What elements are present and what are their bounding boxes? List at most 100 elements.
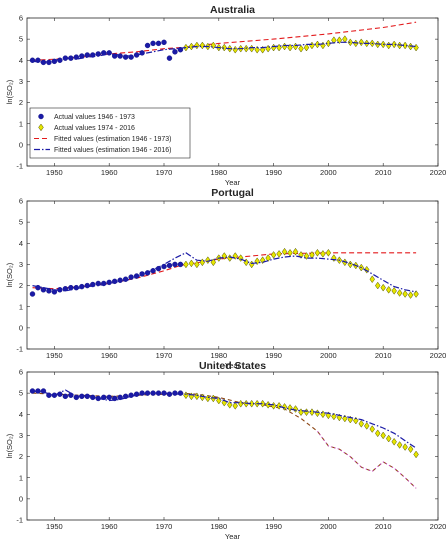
actual-early-point (166, 262, 173, 269)
actual-early-point (46, 392, 52, 398)
actual-late-point (331, 254, 337, 262)
actual-late-point (413, 290, 419, 298)
plot-area (26, 371, 439, 521)
actual-late-point (364, 422, 370, 430)
y-tick-label: 1 (19, 473, 23, 482)
actual-early-point (172, 390, 178, 396)
actual-late-point (375, 281, 381, 290)
actual-late-point (358, 38, 364, 47)
actual-late-point (402, 41, 408, 50)
actual-late-point (385, 434, 392, 443)
actual-late-point (270, 251, 277, 259)
x-tick-label: 1950 (46, 351, 63, 360)
actual-late-point (385, 285, 392, 294)
actual-late-point (276, 401, 282, 410)
y-tick-label: 0 (19, 140, 23, 149)
actual-late-point (210, 41, 217, 50)
x-tick-label: 2000 (320, 351, 337, 360)
actual-late-point (380, 283, 386, 292)
y-tick-label: 3 (19, 431, 23, 440)
actual-late-point (276, 250, 282, 258)
y-tick-label: -1 (16, 162, 23, 171)
actual-early-point (150, 40, 156, 47)
actual-early-point (46, 59, 52, 66)
actual-early-point (106, 279, 112, 286)
actual-late-point (292, 405, 299, 413)
chart-title: Australia (210, 4, 255, 16)
actual-late-point (254, 257, 260, 266)
x-tick-label: 1990 (265, 168, 282, 177)
actual-early-point (62, 393, 69, 400)
y-axis-label: ln(SO₂) (5, 262, 14, 287)
actual-late-point (331, 36, 337, 45)
y-tick-label: 0 (19, 494, 23, 503)
y-axis-label: ln(SO₂) (5, 79, 14, 104)
actual-early-point (106, 394, 112, 401)
actual-late-point (402, 290, 408, 298)
x-axis-label: Year (225, 532, 241, 541)
y-tick-label: 5 (19, 35, 23, 44)
y-tick-label: 4 (19, 56, 23, 65)
x-tick-label: 1950 (46, 522, 63, 531)
actual-early-point (68, 392, 74, 398)
actual-late-point (331, 412, 337, 421)
actual-late-point (188, 259, 195, 268)
actual-late-point (194, 392, 200, 401)
legend-label: Fitted values (estimation 1946 - 1973) (54, 136, 172, 143)
x-tick-label: 2020 (430, 168, 446, 177)
actual-early-point (177, 261, 184, 268)
legend-marker-actual-early (38, 113, 44, 120)
y-tick-label: 0 (19, 323, 23, 332)
x-tick-label: 1970 (156, 168, 173, 177)
actual-late-point (353, 416, 359, 425)
x-tick-label: 1960 (101, 351, 118, 360)
actual-late-point (183, 260, 189, 269)
chart-title: Portugal (211, 187, 254, 199)
x-tick-label: 1960 (101, 522, 118, 531)
actual-late-point (205, 256, 211, 265)
y-tick-label: 2 (19, 452, 23, 461)
actual-late-point (402, 443, 408, 451)
fitted-short-tail-line (317, 430, 417, 489)
actual-late-point (281, 403, 288, 411)
actual-early-point (51, 289, 58, 295)
actual-late-point (298, 251, 304, 259)
x-tick-label: 2010 (375, 522, 392, 531)
x-tick-label: 1990 (265, 522, 282, 531)
actual-late-point (396, 441, 403, 449)
legend-label: Actual values 1974 - 2016 (54, 125, 135, 132)
actual-late-point (325, 39, 332, 48)
actual-early-point (62, 286, 69, 292)
actual-late-point (194, 41, 200, 50)
x-tick-label: 2010 (375, 168, 392, 177)
actual-early-point (161, 39, 167, 46)
actual-late-point (369, 425, 375, 433)
actual-late-point (396, 289, 403, 297)
y-tick-label: 6 (19, 14, 23, 23)
actual-early-point (51, 392, 58, 398)
actual-early-point (172, 261, 178, 268)
plot-area (26, 200, 439, 350)
actual-late-point (232, 45, 238, 54)
x-axis-label: Year (225, 178, 241, 187)
actual-early-point (155, 40, 162, 47)
y-tick-label: 5 (19, 218, 23, 227)
x-tick-label: 1980 (210, 522, 227, 531)
actual-late-point (358, 419, 364, 428)
actual-early-point (161, 263, 167, 270)
actual-early-point (84, 52, 90, 58)
x-tick-label: 1970 (156, 351, 173, 360)
actual-late-point (347, 415, 354, 424)
actual-late-point (413, 450, 419, 459)
y-tick-label: 2 (19, 98, 23, 107)
actual-late-point (303, 43, 310, 52)
x-tick-label: 1990 (265, 351, 282, 360)
actual-early-point (139, 271, 145, 277)
actual-late-point (227, 400, 233, 409)
actual-late-point (265, 44, 271, 53)
actual-early-point (84, 282, 90, 289)
y-tick-label: 3 (19, 77, 23, 86)
